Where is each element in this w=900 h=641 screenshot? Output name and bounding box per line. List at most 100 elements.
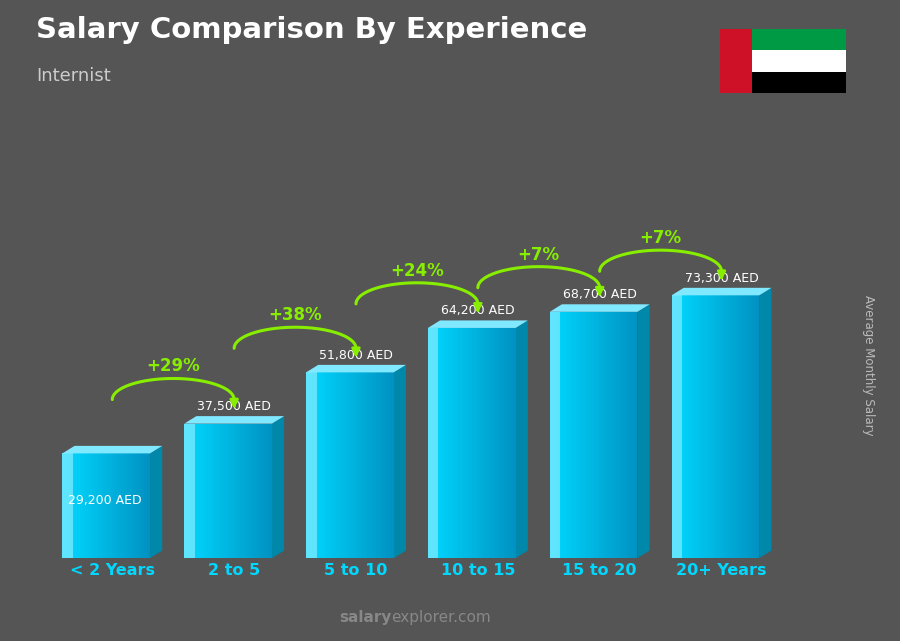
Bar bbox=[318, 372, 320, 558]
Bar bbox=[501, 328, 504, 558]
Bar bbox=[115, 453, 118, 558]
Bar bbox=[727, 296, 730, 558]
Bar bbox=[97, 453, 101, 558]
Bar bbox=[428, 328, 438, 558]
Bar bbox=[204, 424, 208, 558]
Bar bbox=[269, 424, 272, 558]
Bar bbox=[454, 328, 457, 558]
Bar bbox=[344, 372, 347, 558]
Text: +24%: +24% bbox=[390, 262, 444, 279]
Bar bbox=[623, 312, 626, 558]
Bar bbox=[739, 296, 742, 558]
Bar bbox=[341, 372, 344, 558]
Text: +7%: +7% bbox=[518, 246, 560, 263]
Bar bbox=[193, 424, 196, 558]
Bar bbox=[709, 296, 713, 558]
Bar bbox=[629, 312, 632, 558]
Bar bbox=[376, 372, 379, 558]
Bar bbox=[448, 328, 451, 558]
Bar bbox=[315, 372, 318, 558]
Bar bbox=[689, 296, 692, 558]
Bar bbox=[123, 453, 127, 558]
Bar bbox=[243, 424, 246, 558]
Bar bbox=[483, 328, 486, 558]
Bar bbox=[686, 296, 689, 558]
Bar bbox=[208, 424, 211, 558]
Text: +38%: +38% bbox=[268, 306, 322, 324]
Bar bbox=[144, 453, 147, 558]
Bar bbox=[472, 328, 474, 558]
Bar bbox=[606, 312, 608, 558]
Bar bbox=[573, 312, 576, 558]
Bar bbox=[367, 372, 371, 558]
Bar bbox=[486, 328, 490, 558]
Text: < 2 Years: < 2 Years bbox=[70, 563, 155, 578]
Text: 51,800 AED: 51,800 AED bbox=[319, 349, 393, 362]
Bar bbox=[132, 453, 135, 558]
Bar bbox=[674, 296, 678, 558]
Bar bbox=[428, 328, 431, 558]
Bar bbox=[507, 328, 509, 558]
Bar bbox=[246, 424, 248, 558]
Polygon shape bbox=[306, 365, 406, 372]
Bar bbox=[752, 72, 846, 93]
Bar bbox=[199, 424, 202, 558]
Bar bbox=[683, 296, 686, 558]
Bar bbox=[513, 328, 516, 558]
Bar bbox=[68, 453, 71, 558]
Bar bbox=[359, 372, 362, 558]
Bar bbox=[196, 424, 199, 558]
Bar bbox=[324, 372, 327, 558]
Bar bbox=[720, 29, 751, 93]
Polygon shape bbox=[150, 446, 162, 558]
Bar bbox=[695, 296, 698, 558]
Text: 10 to 15: 10 to 15 bbox=[441, 563, 515, 578]
Bar bbox=[460, 328, 463, 558]
Bar bbox=[225, 424, 228, 558]
Bar bbox=[309, 372, 312, 558]
Polygon shape bbox=[272, 416, 284, 558]
Bar bbox=[118, 453, 121, 558]
Bar bbox=[752, 29, 846, 50]
Bar bbox=[362, 372, 364, 558]
Bar bbox=[379, 372, 382, 558]
Bar bbox=[329, 372, 332, 558]
Bar bbox=[751, 296, 753, 558]
Bar bbox=[353, 372, 356, 558]
Bar bbox=[216, 424, 220, 558]
Bar bbox=[338, 372, 341, 558]
Bar bbox=[306, 372, 309, 558]
Bar bbox=[463, 328, 466, 558]
Bar bbox=[356, 372, 359, 558]
Bar bbox=[327, 372, 329, 558]
Bar bbox=[590, 312, 594, 558]
Polygon shape bbox=[516, 320, 527, 558]
Bar bbox=[147, 453, 150, 558]
Bar bbox=[614, 312, 617, 558]
Bar bbox=[71, 453, 74, 558]
Text: 20+ Years: 20+ Years bbox=[676, 563, 767, 578]
Bar bbox=[671, 296, 674, 558]
Bar bbox=[617, 312, 620, 558]
Bar bbox=[431, 328, 434, 558]
Bar bbox=[626, 312, 629, 558]
Bar bbox=[255, 424, 257, 558]
Bar bbox=[320, 372, 324, 558]
Bar bbox=[567, 312, 571, 558]
Polygon shape bbox=[428, 320, 527, 328]
Bar bbox=[127, 453, 130, 558]
Bar bbox=[83, 453, 86, 558]
Bar bbox=[86, 453, 89, 558]
Bar bbox=[234, 424, 237, 558]
Bar bbox=[704, 296, 707, 558]
Bar bbox=[632, 312, 634, 558]
Bar bbox=[490, 328, 492, 558]
Bar bbox=[756, 296, 760, 558]
Bar bbox=[564, 312, 567, 558]
Bar bbox=[698, 296, 701, 558]
Bar bbox=[141, 453, 144, 558]
Bar bbox=[585, 312, 588, 558]
Bar bbox=[724, 296, 727, 558]
Bar bbox=[222, 424, 225, 558]
Text: +7%: +7% bbox=[640, 229, 681, 247]
